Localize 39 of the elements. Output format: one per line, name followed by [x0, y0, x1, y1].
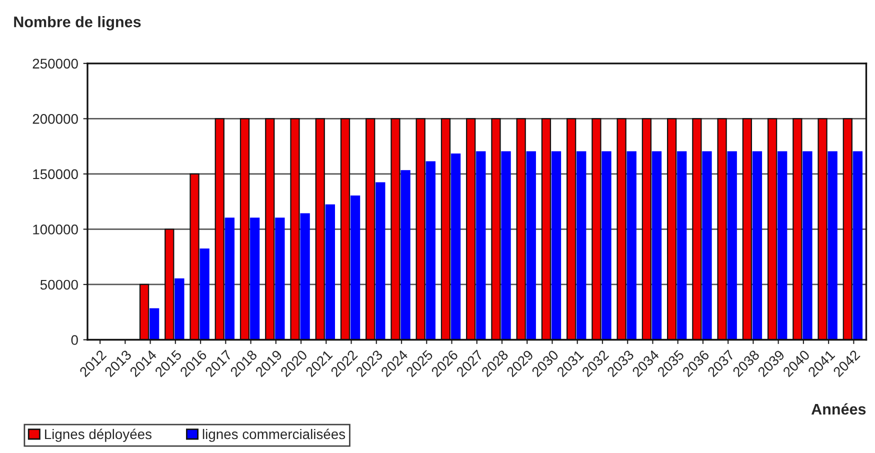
- bar: [551, 151, 562, 340]
- bar: [852, 151, 863, 340]
- y-tick-label: 0: [71, 335, 78, 345]
- bar: [602, 151, 612, 340]
- bar: [727, 151, 737, 340]
- x-axis-title: Années: [811, 403, 866, 415]
- y-tick-label: 150000: [33, 169, 78, 180]
- bar: [275, 218, 285, 340]
- bar: [626, 151, 636, 340]
- bar: [501, 151, 511, 340]
- bar: [677, 151, 687, 340]
- bar: [576, 151, 586, 340]
- y-tick-label: 200000: [32, 114, 78, 124]
- bar: [325, 204, 335, 340]
- y-axis-title: Nombre de lignes: [14, 16, 141, 30]
- bar: [450, 154, 461, 340]
- y-tick-label: 50000: [40, 280, 78, 290]
- bar: [752, 151, 762, 340]
- bar: [224, 218, 235, 340]
- bar: [174, 278, 184, 340]
- legend-label: Lignes déployées: [45, 428, 152, 442]
- bar: [300, 213, 310, 340]
- bar: [426, 161, 436, 340]
- legend-label: lignes commercialisées: [202, 428, 346, 442]
- bar: [778, 151, 788, 340]
- bar: [802, 151, 812, 340]
- bar: [652, 151, 662, 340]
- bar: [526, 151, 536, 340]
- bar: [250, 218, 260, 340]
- bar: [149, 308, 160, 340]
- bar: [350, 196, 360, 340]
- bar: [828, 151, 838, 340]
- bar: [702, 151, 712, 340]
- bar: [476, 151, 486, 340]
- y-tick-label: 100000: [33, 224, 78, 234]
- y-tick-label: 250000: [32, 58, 78, 69]
- bar: [200, 248, 210, 340]
- bar: [376, 182, 386, 340]
- bar: [400, 170, 410, 340]
